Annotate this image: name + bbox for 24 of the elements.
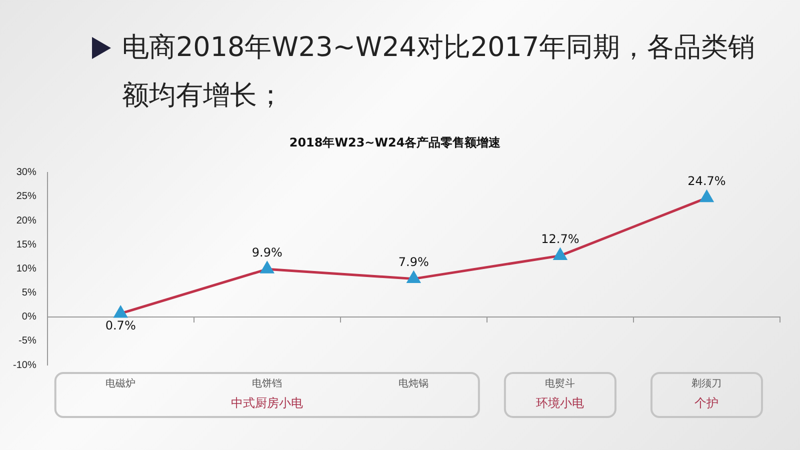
y-tick-label: 20% (16, 215, 36, 226)
y-tick-label: -5% (18, 336, 36, 347)
x-tick-label: 剃须刀 (692, 378, 722, 390)
x-tick-label: 电熨斗 (545, 378, 576, 390)
data-label: 24.7% (688, 174, 726, 188)
chart-subtitle: 2018年W23~W24各产品零售额增速 (289, 135, 502, 150)
data-label: 0.7% (105, 318, 136, 333)
text: 个护 (694, 396, 719, 410)
data-label: 7.9% (398, 254, 429, 269)
text: 环境小电 (536, 396, 584, 410)
y-tick-label: 15% (16, 239, 36, 250)
data-label: 12.7% (541, 232, 580, 246)
y-tick-label: 0% (22, 312, 36, 323)
data-label: 9.9% (252, 245, 282, 260)
y-tick-label: 5% (22, 288, 36, 299)
x-tick-label: 电磁炉 (106, 378, 136, 390)
y-tick-label: 10% (16, 263, 36, 274)
text: 中式厨房小电 (231, 396, 304, 410)
y-tick-label: -10% (12, 360, 36, 371)
y-tick-label: 30% (16, 167, 36, 178)
y-tick-label: 25% (16, 191, 36, 202)
chart-title: 电商2018年W23~W24对比2017年同期，各品类销额均有增长； (122, 31, 756, 113)
x-tick-label: 电饼铛 (252, 378, 282, 390)
x-tick-label: 电炖锅 (398, 378, 429, 390)
